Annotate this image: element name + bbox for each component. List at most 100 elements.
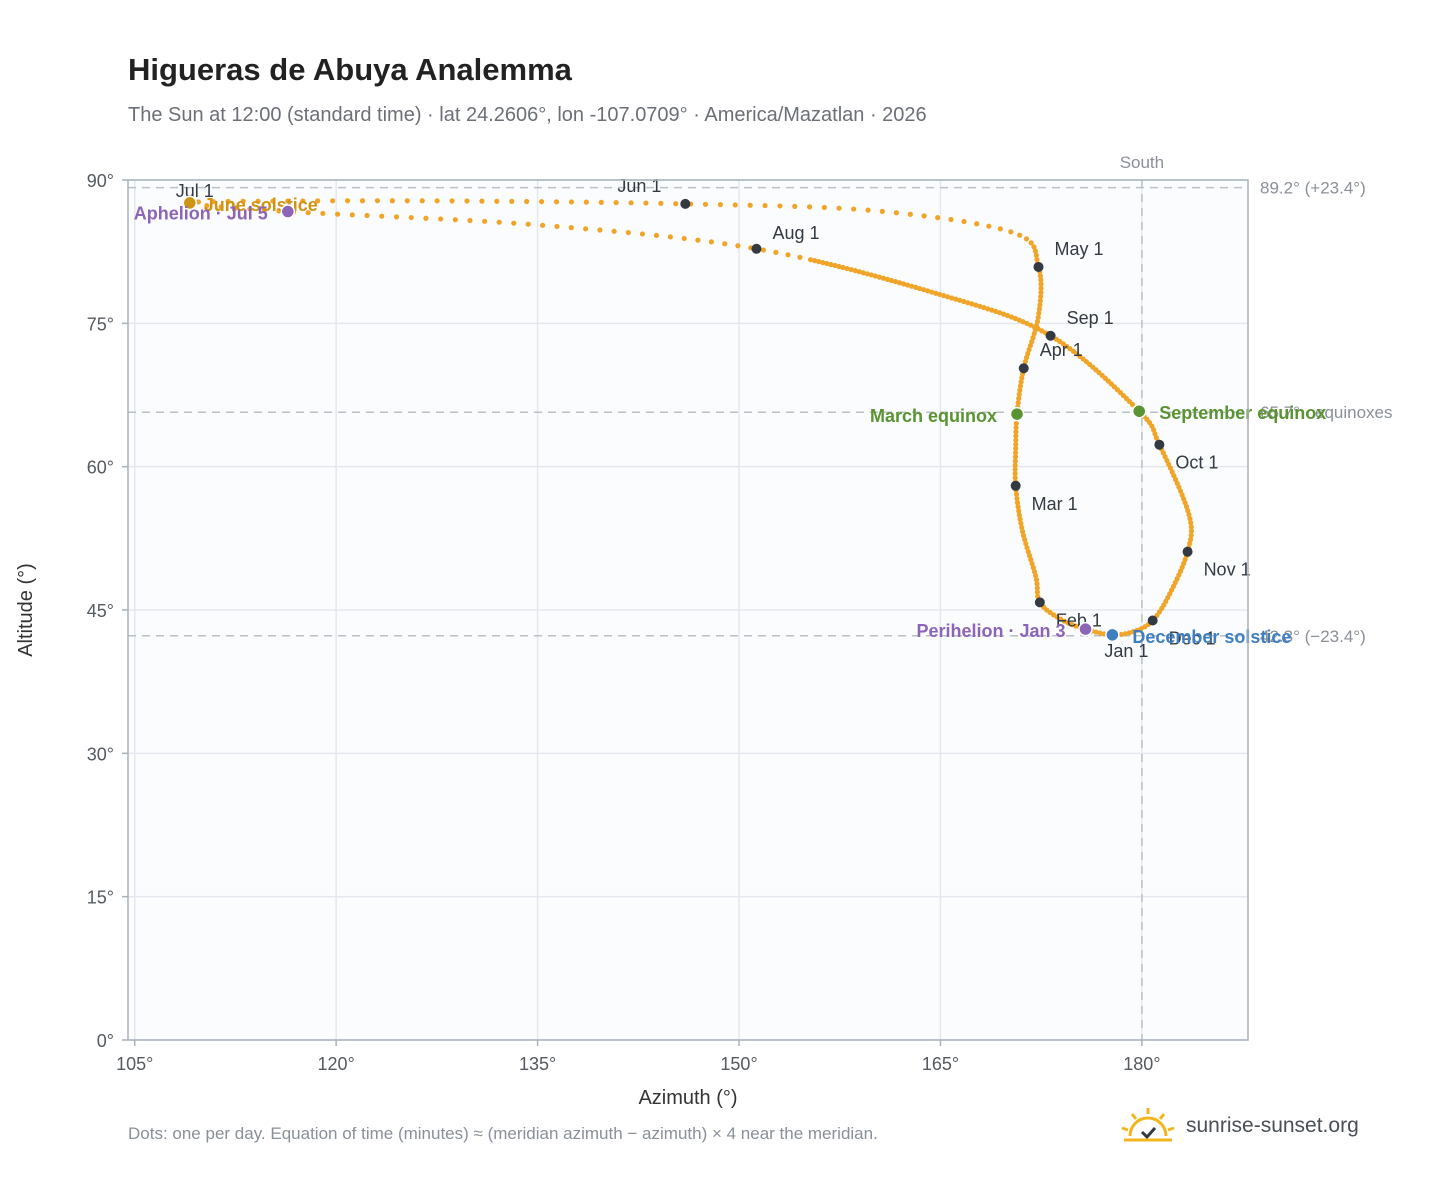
- day-dot: [1183, 504, 1190, 510]
- day-dot: [921, 213, 927, 219]
- day-dot: [1152, 431, 1158, 437]
- reference-lines: 89.2° (+23.4°) 65.7° · equinoxes 42.3° (−2…: [128, 153, 1393, 1040]
- day-dot: [961, 218, 967, 225]
- day-dot: [1186, 512, 1192, 518]
- day-dot: [1023, 236, 1030, 242]
- month-marker: [1182, 546, 1193, 557]
- day-dot: [702, 201, 709, 207]
- day-dot: [945, 294, 951, 300]
- footnote: Dots: one per day. Equation of time (min…: [128, 1124, 878, 1143]
- day-dot: [1000, 311, 1007, 317]
- day-dot: [892, 279, 899, 285]
- day-dot: [957, 297, 963, 303]
- brand-logo[interactable]: sunrise-sunset.org: [1120, 1104, 1359, 1148]
- day-dot: [1034, 589, 1040, 595]
- day-dot: [681, 235, 687, 242]
- day-dot: [1013, 433, 1019, 439]
- day-dot: [232, 205, 239, 211]
- month-label: Mar 1: [1032, 494, 1078, 514]
- day-dot: [948, 216, 954, 223]
- month-label: Apr 1: [1040, 340, 1083, 360]
- day-dot: [1029, 561, 1035, 567]
- event-marker: [1105, 627, 1120, 643]
- day-dot: [1017, 232, 1023, 238]
- day-dot: [904, 282, 911, 288]
- day-dot: [929, 289, 935, 295]
- day-dot: [583, 199, 589, 205]
- day-dot: [981, 304, 987, 311]
- day-dot: [240, 198, 246, 204]
- y-tick-label: 90°: [87, 171, 114, 191]
- day-dot: [907, 211, 913, 217]
- x-tick-label: 105°: [116, 1054, 153, 1074]
- day-dot: [643, 200, 649, 206]
- day-dot: [625, 229, 631, 236]
- day-dot: [393, 214, 400, 220]
- day-dot: [1032, 248, 1039, 254]
- event-marker: [280, 204, 296, 219]
- day-dot: [359, 198, 366, 204]
- day-dot: [1188, 532, 1194, 538]
- day-dot: [1038, 277, 1044, 283]
- day-dot: [1188, 520, 1194, 526]
- day-dot: [305, 210, 311, 216]
- day-dot: [935, 215, 941, 221]
- day-dot: [1016, 508, 1022, 514]
- chart-title: Higueras de Abuya Analemma: [128, 52, 572, 87]
- day-dot: [1187, 516, 1193, 522]
- day-dot: [1037, 273, 1043, 279]
- day-dot: [195, 199, 202, 205]
- month-label: Sep 1: [1067, 308, 1114, 328]
- day-dot: [1018, 520, 1024, 526]
- day-dot: [864, 271, 870, 277]
- day-dot: [482, 218, 488, 224]
- day-dot: [821, 204, 827, 211]
- month-label: Oct 1: [1175, 453, 1218, 473]
- day-dot: [320, 210, 326, 217]
- day-dot: [884, 276, 891, 282]
- day-dot: [860, 270, 866, 276]
- day-dot: [851, 206, 857, 212]
- day-dot: [1036, 310, 1042, 316]
- month-label: Dec 1: [1169, 629, 1216, 649]
- reference-line-label: 89.2° (+23.4°): [1260, 179, 1366, 198]
- day-dot: [836, 263, 842, 270]
- month-marker: [1018, 363, 1029, 374]
- y-tick-label: 60°: [87, 458, 114, 478]
- day-dot: [1151, 427, 1157, 433]
- day-dot: [868, 272, 874, 278]
- day-dot: [1019, 375, 1025, 381]
- day-dot: [1027, 342, 1034, 349]
- day-dot: [848, 266, 854, 273]
- y-tick-label: 30°: [87, 744, 114, 764]
- day-dot: [1122, 631, 1128, 637]
- reference-line-label: 42.3° (−23.4°): [1260, 627, 1366, 646]
- day-dot: [760, 247, 767, 253]
- day-dot: [1126, 630, 1132, 636]
- day-dot: [300, 198, 306, 204]
- x-tick-label: 165°: [922, 1054, 959, 1074]
- day-dot: [525, 221, 531, 227]
- day-dot: [315, 198, 321, 204]
- day-dot: [1185, 508, 1191, 514]
- day-dot: [467, 217, 473, 224]
- day-dot: [909, 283, 915, 289]
- day-dot: [773, 249, 779, 255]
- day-dot: [1024, 545, 1030, 551]
- day-dot: [1031, 569, 1038, 575]
- month-label: Aug 1: [772, 223, 819, 243]
- event-marker: [1131, 403, 1147, 419]
- day-dot: [876, 274, 883, 280]
- day-dot: [261, 207, 268, 213]
- y-tick-label: 15°: [87, 888, 114, 908]
- day-dot: [1012, 458, 1018, 464]
- day-dot: [276, 208, 282, 214]
- y-tick-label: 0°: [97, 1031, 114, 1051]
- day-dot: [1023, 354, 1030, 361]
- event-marker: [1078, 621, 1093, 637]
- day-dot: [1037, 302, 1043, 308]
- day-dot: [816, 258, 822, 265]
- day-dot: [210, 198, 216, 205]
